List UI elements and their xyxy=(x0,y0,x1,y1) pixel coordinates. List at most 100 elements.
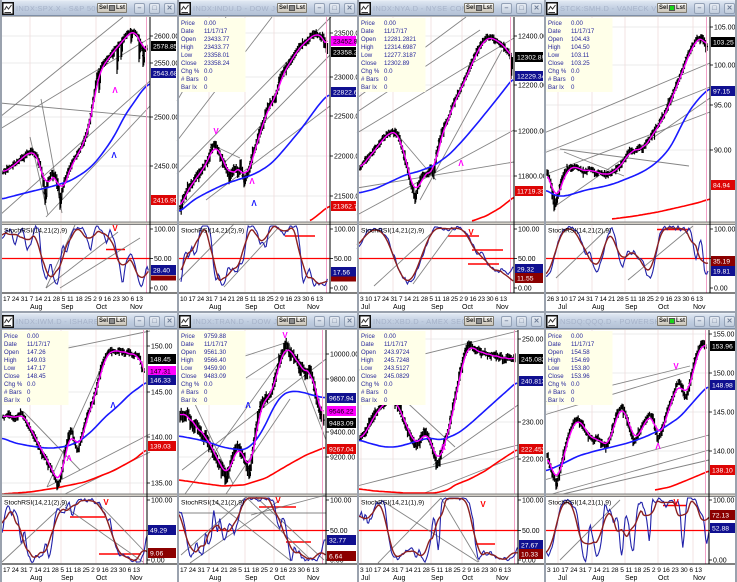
svg-text:9483.09: 9483.09 xyxy=(329,421,354,428)
svg-text:Low: Low xyxy=(361,52,373,59)
svg-text:135.00: 135.00 xyxy=(151,481,173,488)
svg-text:High: High xyxy=(548,44,561,51)
svg-text:V: V xyxy=(673,498,679,507)
svg-text:StochRSI(14,21(2),9): StochRSI(14,21(2),9) xyxy=(181,500,244,507)
svg-text:0.0: 0.0 xyxy=(384,381,393,388)
svg-text:154.58: 154.58 xyxy=(571,349,590,356)
svg-text:0: 0 xyxy=(384,397,388,404)
svg-text:11/17/17: 11/17/17 xyxy=(571,28,595,35)
svg-text:# Bars: # Bars xyxy=(361,76,379,83)
svg-text:Sep: Sep xyxy=(61,575,74,582)
svg-text:Price: Price xyxy=(181,333,195,340)
svg-text:95.00: 95.00 xyxy=(714,103,732,110)
svg-text:Aug: Aug xyxy=(30,304,43,311)
svg-text:0.00: 0.00 xyxy=(713,558,727,565)
svg-text:Open: Open xyxy=(361,349,376,356)
svg-text:0.00: 0.00 xyxy=(151,558,165,565)
svg-text:12200.00: 12200.00 xyxy=(518,83,547,90)
svg-text:10 17 24 31 7 14 21 28 5 11 18: 10 17 24 31 7 14 21 28 5 11 18 25 2 9 16… xyxy=(180,296,323,303)
svg-text:100.00: 100.00 xyxy=(714,227,736,234)
svg-text:243.5127: 243.5127 xyxy=(384,365,410,372)
svg-text:9200.00: 9200.00 xyxy=(330,455,355,462)
svg-text:0: 0 xyxy=(571,76,575,83)
svg-text:Date: Date xyxy=(361,341,374,348)
svg-text:Open: Open xyxy=(4,349,19,356)
svg-text:Bar Ix: Bar Ix xyxy=(181,84,197,91)
svg-text:103.11: 103.11 xyxy=(571,52,590,59)
svg-text:V: V xyxy=(112,224,118,233)
svg-text:High: High xyxy=(181,357,194,364)
svg-text:9459.90: 9459.90 xyxy=(204,365,227,372)
svg-text:245.7248: 245.7248 xyxy=(384,357,410,364)
svg-text:11/17/17: 11/17/17 xyxy=(384,28,408,35)
svg-text:2416.90: 2416.90 xyxy=(153,198,178,205)
svg-text:17 24 31 7 14 21 28 5 11 18 25: 17 24 31 7 14 21 28 5 11 18 25 2 9 16 23… xyxy=(3,567,140,574)
svg-text:222.4537: 222.4537 xyxy=(521,447,550,454)
svg-text:148.98: 148.98 xyxy=(712,383,733,390)
svg-text:Λ: Λ xyxy=(251,199,257,208)
svg-text:2600.00: 2600.00 xyxy=(154,34,179,41)
svg-text:11800.00: 11800.00 xyxy=(518,174,547,181)
svg-text:Sep: Sep xyxy=(431,304,444,311)
svg-text:High: High xyxy=(4,357,17,364)
svg-text:Open: Open xyxy=(361,36,376,43)
svg-text:Nov: Nov xyxy=(693,575,706,582)
svg-text:17 24 31 7 14 21 28 5 11 18 25: 17 24 31 7 14 21 28 5 11 18 25 2 9 16 23… xyxy=(180,567,319,574)
svg-text:150.00: 150.00 xyxy=(713,371,735,378)
svg-text:Close: Close xyxy=(548,373,564,380)
svg-text:Price: Price xyxy=(4,333,18,340)
svg-text:11/17/17: 11/17/17 xyxy=(571,341,595,348)
svg-text:Chg %: Chg % xyxy=(361,68,380,75)
svg-text:2550.00: 2550.00 xyxy=(154,61,179,68)
svg-text:11/17/17: 11/17/17 xyxy=(384,341,408,348)
svg-text:Λ: Λ xyxy=(245,401,251,410)
svg-text:Chg %: Chg % xyxy=(181,381,200,388)
svg-text:Sep: Sep xyxy=(431,575,444,582)
svg-text:Λ: Λ xyxy=(112,86,118,95)
svg-text:6.64: 6.64 xyxy=(329,554,342,561)
svg-text:19.81: 19.81 xyxy=(713,269,730,276)
svg-text:0: 0 xyxy=(27,389,31,396)
svg-text:10000.00: 10000.00 xyxy=(330,352,359,359)
svg-text:Sep: Sep xyxy=(245,304,258,311)
svg-text:139.03: 139.03 xyxy=(150,444,171,451)
svg-text:Open: Open xyxy=(548,349,563,356)
svg-text:104.43: 104.43 xyxy=(571,36,590,43)
svg-text:Close: Close xyxy=(361,60,377,67)
svg-text:Price: Price xyxy=(548,333,562,340)
svg-text:22500.00: 22500.00 xyxy=(334,114,363,121)
svg-text:High: High xyxy=(181,44,194,51)
svg-text:245.0829: 245.0829 xyxy=(384,373,410,380)
svg-text:Date: Date xyxy=(548,341,561,348)
svg-text:23358.01: 23358.01 xyxy=(204,52,230,59)
svg-text:Low: Low xyxy=(548,365,560,372)
svg-text:Λ: Λ xyxy=(111,151,117,160)
svg-text:High: High xyxy=(361,357,374,364)
svg-text:84.94: 84.94 xyxy=(713,183,730,190)
svg-text:# Bars: # Bars xyxy=(548,76,566,83)
svg-text:0.00: 0.00 xyxy=(384,333,396,340)
svg-text:V: V xyxy=(673,362,679,371)
svg-text:0.00: 0.00 xyxy=(522,558,536,565)
svg-text:154.69: 154.69 xyxy=(571,357,590,364)
svg-text:9566.40: 9566.40 xyxy=(204,357,227,364)
svg-text:Price: Price xyxy=(181,20,195,27)
svg-text:50.00: 50.00 xyxy=(330,528,348,535)
svg-text:22000.00: 22000.00 xyxy=(334,154,363,161)
svg-text:150.00: 150.00 xyxy=(151,344,173,351)
svg-text:23452.87: 23452.87 xyxy=(333,39,362,46)
svg-text:0: 0 xyxy=(204,84,208,91)
svg-text:Low: Low xyxy=(361,365,373,372)
svg-text:Λ: Λ xyxy=(458,159,464,168)
svg-text:Open: Open xyxy=(181,349,196,356)
svg-text:Close: Close xyxy=(361,373,377,380)
svg-text:Date: Date xyxy=(4,341,17,348)
svg-text:Jul: Jul xyxy=(558,575,567,582)
svg-text:9759.88: 9759.88 xyxy=(204,333,227,340)
svg-text:2450.00: 2450.00 xyxy=(154,164,179,171)
svg-text:Oct: Oct xyxy=(658,575,669,582)
svg-text:50.00: 50.00 xyxy=(154,256,172,263)
svg-text:140.00: 140.00 xyxy=(713,449,735,456)
svg-text:Bar Ix: Bar Ix xyxy=(4,397,20,404)
svg-text:Close: Close xyxy=(181,60,197,67)
